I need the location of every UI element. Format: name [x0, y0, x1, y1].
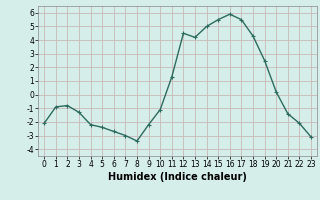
- X-axis label: Humidex (Indice chaleur): Humidex (Indice chaleur): [108, 172, 247, 182]
